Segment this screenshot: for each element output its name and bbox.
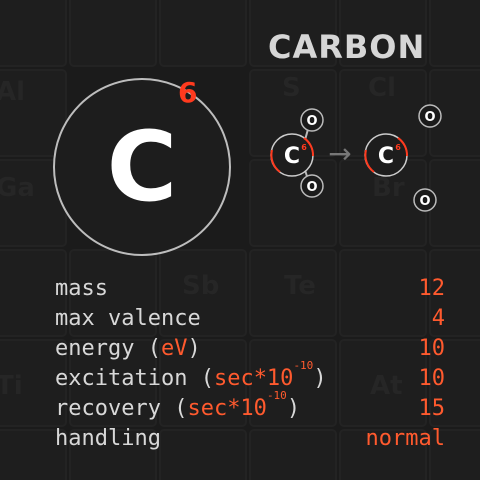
oxygen-free-bottom: O [413,188,437,212]
stat-value: 10 [418,336,446,361]
oxygen-bond-bottom: O [300,174,324,198]
element-symbol-ring [53,78,231,256]
stat-label: handling [55,426,161,451]
stat-label: mass [55,276,108,301]
bg-tile-label: Sb [182,271,219,301]
stat-max-valence: max valence 4 [55,304,445,334]
stat-recovery: recovery (sec*10-10) 15 [55,389,446,424]
element-symbol: C [106,111,178,223]
arrow-icon: → [328,137,351,170]
bg-tile-label: Br [372,173,405,203]
atom-before-symbol: C [284,144,300,169]
stat-label: recovery (sec*10-10) [55,389,301,421]
stat-unit: sec*10-10 [187,389,287,421]
stat-label: energy (eV) [55,336,201,361]
bg-tile-label: Cl [368,73,396,103]
oxygen-label: O [306,114,317,129]
element-stats: mass 12 max valence 4 energy (eV) 10 exc… [55,274,445,454]
oxygen-bond-top: O [300,108,324,132]
bond-diagram: C 6 O O → C 6 O O [270,104,442,212]
atom-after-number: 6 [395,143,401,152]
stat-handling: handling normal [55,424,445,454]
atom-before: C 6 [270,133,315,177]
bg-tile-label: At [370,371,403,401]
bg-tile-label: Te [284,271,316,301]
stat-value: 10 [418,366,446,391]
stat-label: max valence [55,306,201,331]
element-name: CARBON [268,28,426,66]
bg-tile-label: Ti [0,371,23,401]
stat-label: excitation (sec*10-10) [55,359,327,391]
atom-before-number: 6 [301,143,307,152]
bg-tile-label: S [282,73,301,103]
atom-after-symbol: C [378,144,394,169]
stat-unit: eV [160,336,188,361]
stat-value: normal [365,426,445,451]
stat-value: 4 [431,306,445,331]
oxygen-label: O [306,180,317,195]
stat-mass: mass 12 [55,274,445,304]
bg-tile-label: Al [0,77,25,107]
stat-value: 15 [418,396,446,421]
stat-energy: energy (eV) 10 [55,334,445,364]
oxygen-label: O [424,110,435,125]
stat-value: 12 [418,276,446,301]
oxygen-label: O [419,194,430,209]
oxygen-free-top: O [418,104,442,128]
atomic-number: 6 [178,76,198,109]
stat-excitation: excitation (sec*10-10) 10 [55,359,446,394]
stat-unit: sec*10-10 [213,359,314,391]
atom-after: C 6 [364,133,409,177]
bg-tile-label: Ga [0,173,35,203]
